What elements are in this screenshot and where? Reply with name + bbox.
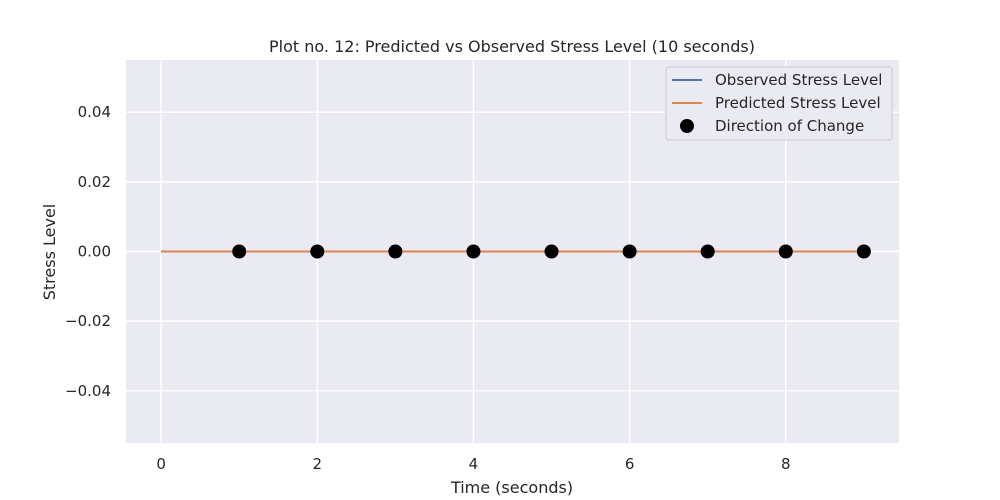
x-axis-ticks: 0 2 4 6 8 (156, 455, 790, 473)
x-tick-label: 8 (781, 455, 791, 473)
legend-label-predicted: Predicted Stress Level (715, 94, 881, 112)
y-axis-ticks: 0.04 0.02 0.00 −0.02 −0.04 (65, 103, 111, 400)
direction-point (856, 244, 871, 259)
x-tick-label: 6 (625, 455, 635, 473)
series-layer (161, 244, 871, 259)
y-tick-label: 0.04 (78, 103, 111, 121)
y-axis-label: Stress Level (40, 204, 59, 301)
direction-point (232, 244, 247, 259)
y-tick-label: 0.00 (78, 243, 111, 261)
legend-box (665, 66, 893, 141)
y-tick-label: −0.04 (65, 382, 111, 400)
direction-point (700, 244, 715, 259)
legend-label-direction: Direction of Change (715, 117, 864, 135)
chart-title: Plot no. 12: Predicted vs Observed Stres… (269, 37, 755, 56)
x-tick-label: 0 (156, 455, 166, 473)
direction-point (310, 244, 325, 259)
direction-point (466, 244, 481, 259)
direction-point (544, 244, 559, 259)
direction-point (622, 244, 637, 259)
y-tick-label: −0.02 (65, 312, 111, 330)
x-tick-label: 2 (313, 455, 323, 473)
x-tick-label: 4 (469, 455, 479, 473)
y-tick-label: 0.02 (78, 173, 111, 191)
direction-point (388, 244, 403, 259)
legend-swatch-direction (680, 119, 694, 133)
direction-point (778, 244, 793, 259)
legend-label-observed: Observed Stress Level (715, 71, 882, 89)
x-axis-label: Time (seconds) (450, 478, 573, 497)
legend: Observed Stress Level Predicted Stress L… (665, 66, 893, 141)
